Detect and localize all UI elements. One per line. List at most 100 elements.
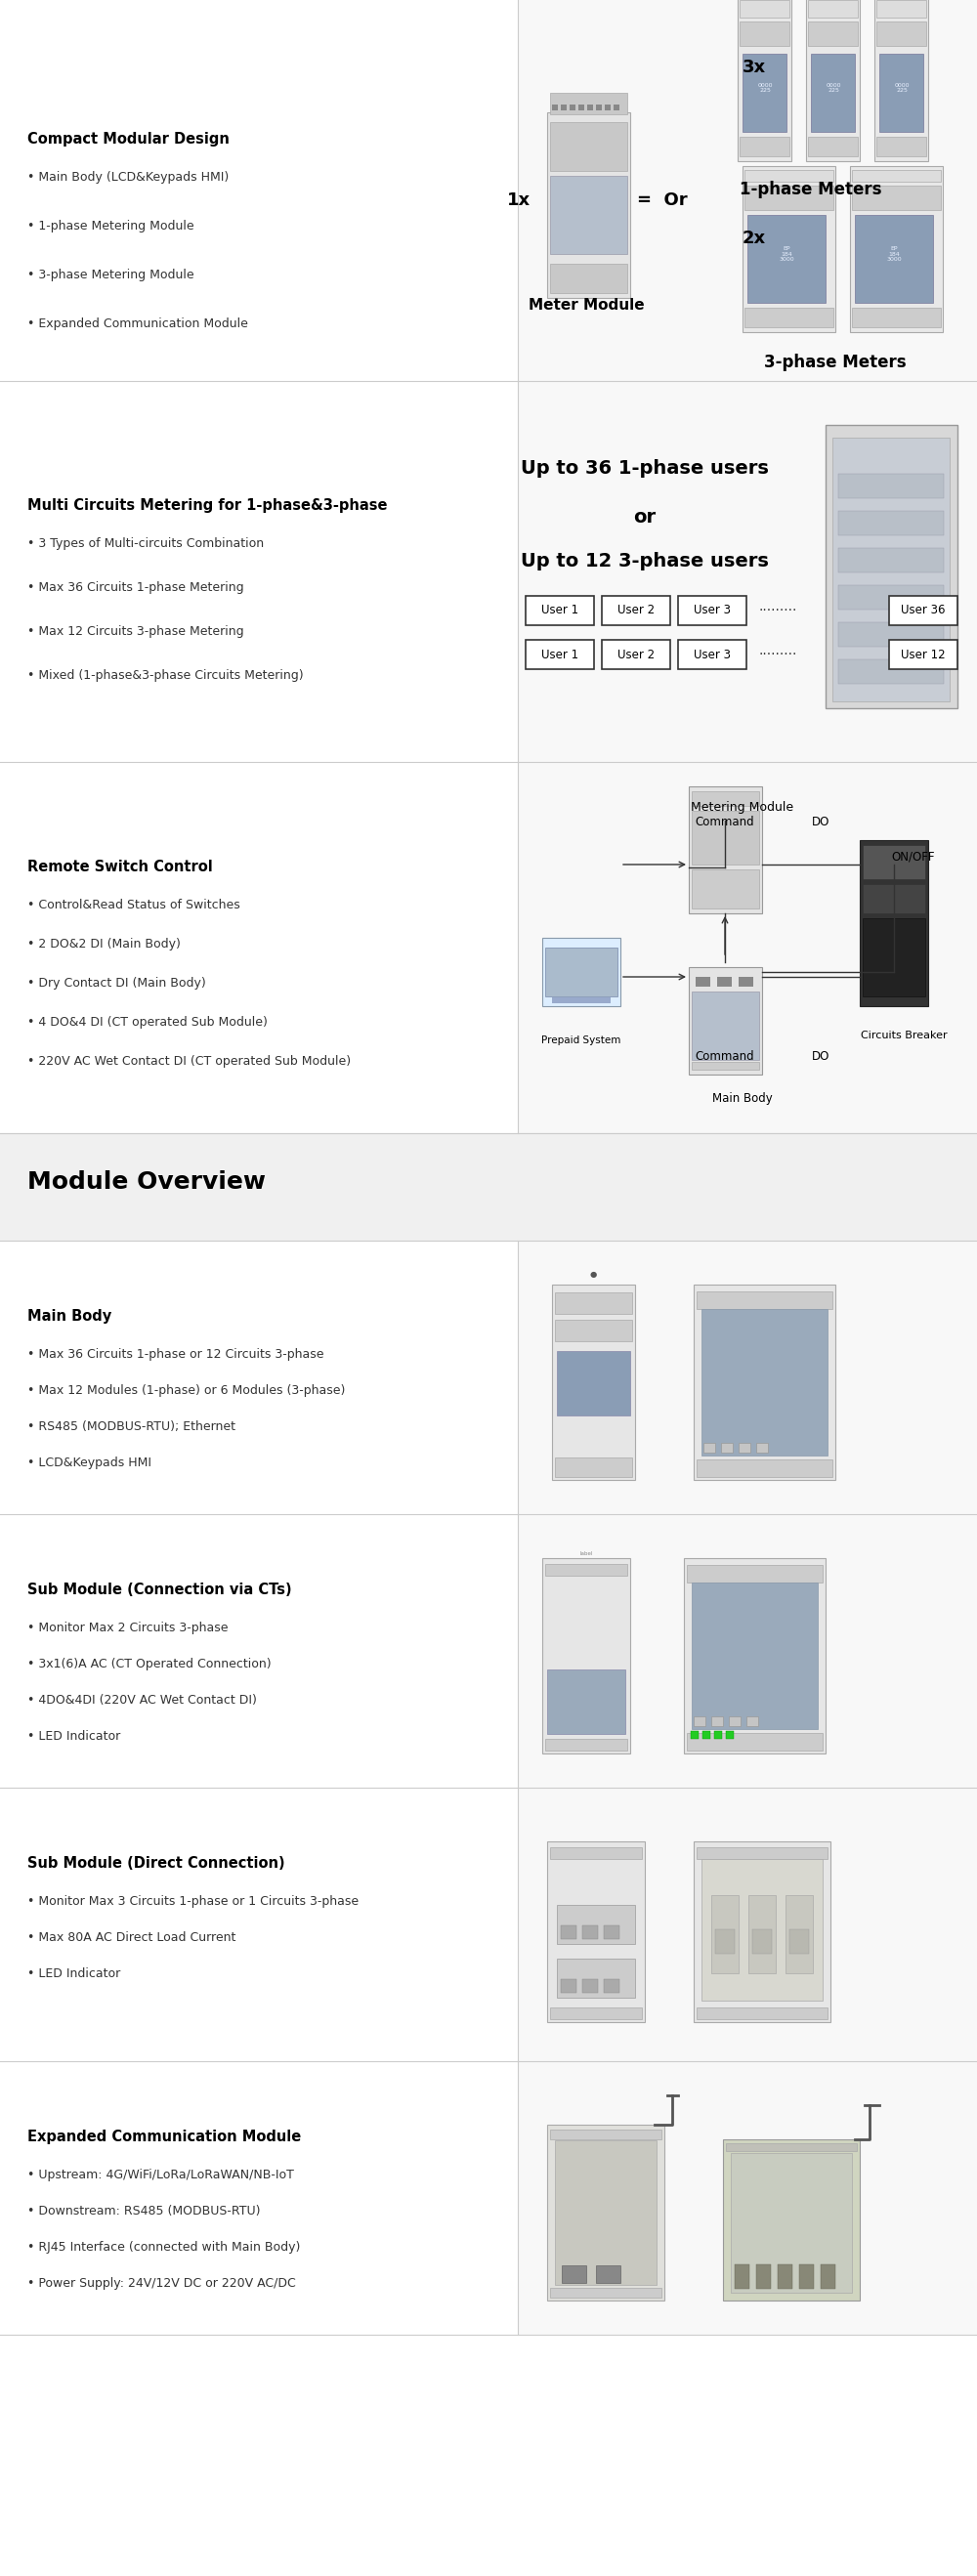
Bar — [697, 1847, 828, 1860]
Bar — [726, 2143, 857, 2151]
Text: Multi Circuits Metering for 1-phase&3-phase: Multi Circuits Metering for 1-phase&3-ph… — [27, 497, 387, 513]
Bar — [0, 2061, 518, 2334]
Text: 2x: 2x — [743, 229, 766, 247]
Bar — [557, 1958, 635, 1999]
Text: • Expanded Communication Module: • Expanded Communication Module — [27, 317, 248, 330]
Bar — [550, 93, 627, 113]
Bar — [694, 1842, 830, 2022]
Bar — [711, 1716, 723, 1726]
Text: User 2: User 2 — [617, 605, 655, 616]
Bar — [826, 425, 957, 708]
Text: Compact Modular Design: Compact Modular Design — [27, 131, 230, 147]
Bar — [692, 811, 759, 866]
Text: • Main Body (LCD&Keypads HMI): • Main Body (LCD&Keypads HMI) — [27, 170, 229, 183]
Bar — [550, 175, 627, 255]
Bar — [743, 165, 835, 332]
Text: • Downstream: RS485 (MODBUS-RTU): • Downstream: RS485 (MODBUS-RTU) — [27, 2205, 260, 2218]
Bar — [545, 1564, 627, 1577]
Bar — [570, 106, 575, 111]
Text: 3x: 3x — [743, 59, 766, 77]
Bar — [738, 0, 791, 162]
Bar — [547, 113, 630, 299]
Bar — [684, 1558, 826, 1754]
Bar — [852, 170, 941, 183]
Bar — [692, 791, 759, 806]
Text: User 1: User 1 — [541, 605, 578, 616]
Bar — [604, 1978, 619, 1994]
Text: 0000
225: 0000 225 — [894, 82, 910, 93]
Bar — [692, 1061, 759, 1069]
Bar — [746, 1716, 758, 1726]
Bar — [561, 1978, 576, 1994]
Bar — [838, 510, 944, 536]
Bar — [550, 2130, 661, 2138]
Bar — [555, 1319, 632, 1342]
Bar — [702, 1731, 710, 1739]
Bar — [714, 1731, 722, 1739]
Text: User 12: User 12 — [901, 649, 946, 662]
Bar — [756, 1443, 768, 1453]
Text: User 3: User 3 — [694, 649, 731, 662]
Bar — [547, 2125, 664, 2300]
Bar — [744, 307, 833, 327]
Text: 0000
225: 0000 225 — [826, 82, 841, 93]
Bar — [876, 137, 926, 157]
Text: • LCD&Keypads HMI: • LCD&Keypads HMI — [27, 1455, 151, 1468]
Bar — [692, 1582, 818, 1728]
Text: =  Or: = Or — [637, 191, 688, 209]
Bar — [518, 1242, 977, 1515]
Text: Main Body: Main Body — [712, 1092, 773, 1105]
Bar — [739, 1443, 750, 1453]
Bar — [852, 307, 941, 327]
Bar — [701, 1309, 828, 1455]
Text: • RJ45 Interface (connected with Main Body): • RJ45 Interface (connected with Main Bo… — [27, 2241, 300, 2254]
Bar — [723, 2138, 860, 2300]
Text: label: label — [579, 1551, 593, 1556]
Bar — [0, 1515, 518, 1788]
Text: • 4DO&4DI (220V AC Wet Contact DI): • 4DO&4DI (220V AC Wet Contact DI) — [27, 1695, 257, 1705]
Bar — [852, 185, 941, 211]
Bar — [578, 106, 584, 111]
Bar — [0, 381, 518, 762]
Text: • 2 DO&2 DI (Main Body): • 2 DO&2 DI (Main Body) — [27, 938, 181, 951]
Bar — [703, 1443, 715, 1453]
Bar — [550, 1847, 642, 1860]
Bar — [518, 381, 977, 762]
Bar — [748, 1896, 776, 1973]
Bar — [550, 2007, 642, 2020]
Bar — [721, 1443, 733, 1453]
Bar — [0, 762, 518, 1133]
Bar — [692, 871, 759, 909]
Bar — [711, 1896, 739, 1973]
Bar — [697, 1461, 832, 1476]
Bar — [808, 137, 858, 157]
Text: Up to 12 3-phase users: Up to 12 3-phase users — [521, 551, 769, 569]
Bar — [731, 2154, 852, 2293]
Text: • Max 12 Circuits 3-phase Metering: • Max 12 Circuits 3-phase Metering — [27, 626, 244, 639]
Text: Command: Command — [696, 817, 754, 829]
Bar — [678, 595, 746, 626]
Bar — [561, 1924, 576, 1940]
Text: Sub Module (Connection via CTs): Sub Module (Connection via CTs) — [27, 1582, 292, 1597]
Bar — [889, 595, 957, 626]
Bar — [811, 54, 855, 131]
Bar — [545, 1739, 627, 1752]
Bar — [526, 639, 594, 670]
Bar — [889, 639, 957, 670]
Text: • Dry Contact DI (Main Body): • Dry Contact DI (Main Body) — [27, 976, 206, 989]
Bar — [747, 214, 826, 304]
Text: • LED Indicator: • LED Indicator — [27, 1968, 120, 1981]
Bar — [0, 1133, 977, 1242]
Text: • 3 Types of Multi-circuits Combination: • 3 Types of Multi-circuits Combination — [27, 538, 264, 551]
Text: • Max 80A AC Direct Load Current: • Max 80A AC Direct Load Current — [27, 1932, 235, 1945]
Bar — [542, 1558, 630, 1754]
Bar — [678, 639, 746, 670]
Bar — [778, 2264, 792, 2290]
Bar — [876, 0, 926, 18]
Text: • Control&Read Status of Switches: • Control&Read Status of Switches — [27, 899, 240, 912]
Text: Module Overview: Module Overview — [27, 1170, 266, 1193]
Bar — [555, 2141, 657, 2285]
Bar — [850, 165, 943, 332]
Bar — [821, 2264, 835, 2290]
Text: DO: DO — [812, 1051, 829, 1064]
